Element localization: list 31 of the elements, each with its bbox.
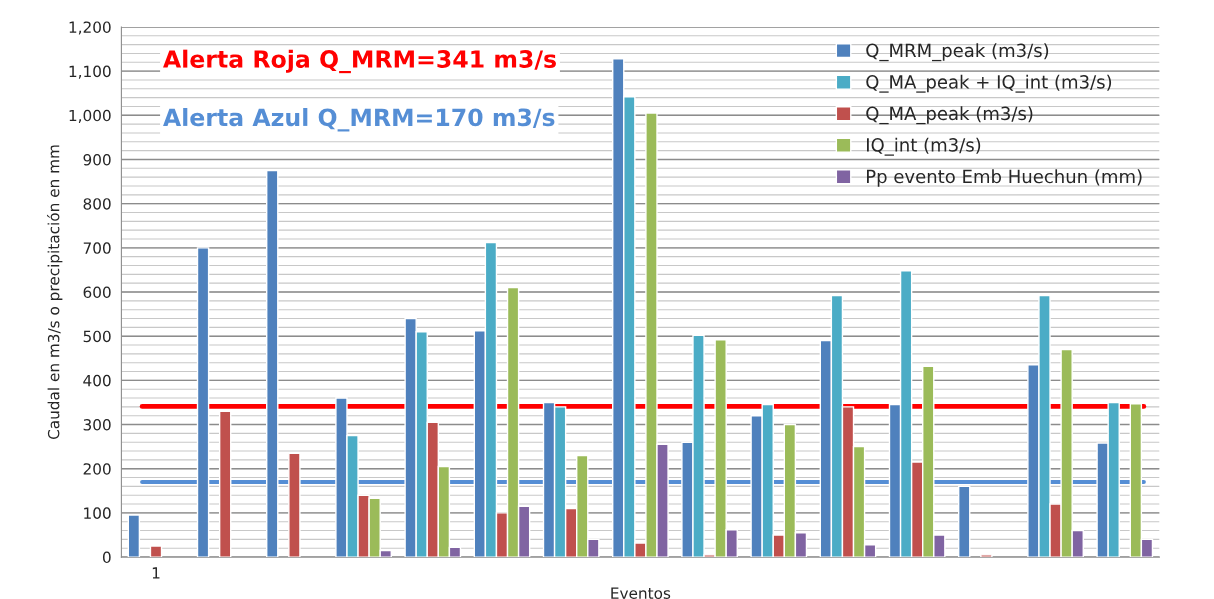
y-tick-label: 800 bbox=[83, 198, 111, 210]
x-tick-label: 1 bbox=[152, 567, 160, 579]
y-axis-title: Caudal en m3/s o precipitación en mm bbox=[46, 145, 63, 440]
y-tick-label: 1,000 bbox=[69, 109, 111, 123]
ref-line-label: Alerta Azul Q_MRM=170 m3/s bbox=[163, 107, 555, 132]
bar bbox=[288, 452, 301, 558]
y-tick-label: 300 bbox=[83, 419, 111, 431]
y-tick-label: 600 bbox=[83, 286, 111, 299]
y-tick-label: 1,200 bbox=[69, 21, 111, 35]
x-axis-title: Eventos bbox=[611, 587, 671, 599]
y-tick-label: 500 bbox=[83, 330, 111, 343]
ref-line-label: Alerta Roja Q_MRM=341 m3/s bbox=[163, 49, 556, 74]
legend-label: Q_MRM_peak (m3/s) bbox=[866, 43, 1049, 62]
bar bbox=[266, 169, 279, 558]
bar bbox=[958, 485, 971, 558]
bar bbox=[149, 545, 163, 558]
y-tick-label: 900 bbox=[83, 153, 111, 166]
bar bbox=[127, 514, 141, 558]
y-tick-label: 1,100 bbox=[69, 65, 111, 79]
y-tick-label: 100 bbox=[84, 507, 111, 519]
legend-label: Q_MA_peak + IQ_int (m3/s) bbox=[866, 74, 1112, 93]
y-tick-label: 400 bbox=[83, 374, 111, 387]
y-tick-label: 0 bbox=[102, 551, 111, 564]
bar bbox=[196, 247, 210, 558]
y-tick-label: 700 bbox=[83, 242, 111, 254]
bar bbox=[980, 554, 993, 558]
legend-label: Q_MA_peak (m3/s) bbox=[866, 106, 1033, 125]
y-tick-label: 200 bbox=[83, 463, 111, 475]
bar bbox=[218, 410, 232, 558]
legend-label: Pp evento Emb Huechun (mm) bbox=[867, 169, 1142, 187]
legend-label: IQ_int (m3/s) bbox=[867, 137, 981, 156]
